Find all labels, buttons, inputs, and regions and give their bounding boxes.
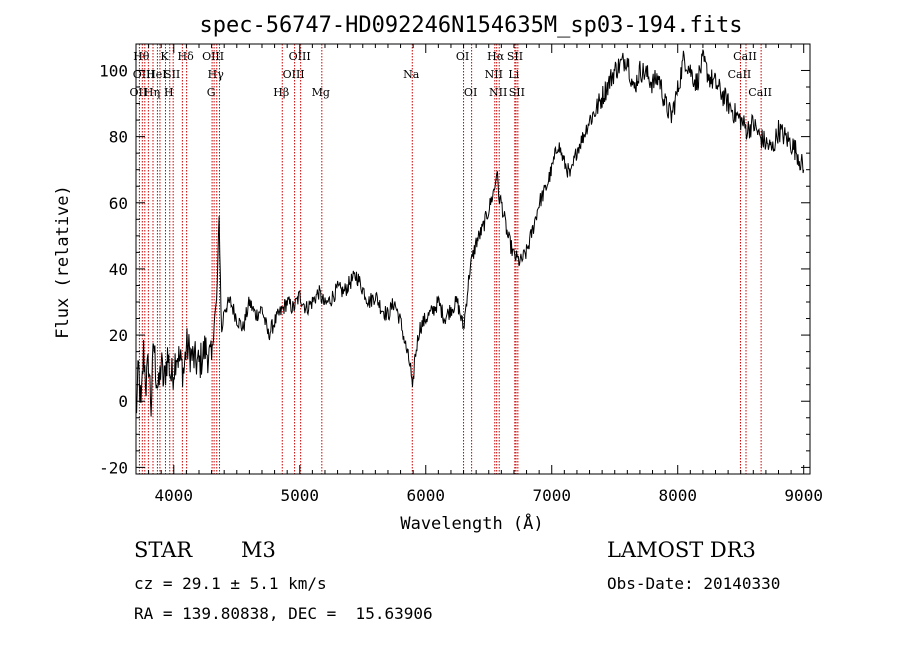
line-marker-label: OIII [202, 50, 224, 63]
redshift-velocity: cz = 29.1 ± 5.1 km/s [134, 574, 327, 593]
line-marker-label: Hθ [133, 50, 150, 63]
line-marker-label: CaII [748, 86, 772, 99]
line-marker-label: Na [403, 68, 420, 81]
line-marker-label: SII [509, 86, 525, 99]
line-marker-label: SII [507, 50, 523, 63]
y-tick-label: -20 [99, 458, 128, 477]
line-marker-label: OIII [133, 68, 155, 81]
line-marker-label: SII [164, 68, 180, 81]
y-tick-label: 20 [109, 326, 128, 345]
y-axis: -20 0 20 40 60 80 100 [99, 61, 810, 477]
survey-name: LAMOST DR3 [607, 538, 756, 562]
object-class: STAR [134, 538, 193, 562]
subclass: M3 [241, 538, 276, 562]
line-marker-label: K [160, 50, 169, 63]
x-tick-label: 8000 [658, 486, 697, 505]
line-marker-label: Hη [144, 86, 160, 99]
line-marker-label: G [207, 86, 216, 99]
line-marker-label: NII [489, 86, 507, 99]
y-tick-label: 80 [109, 128, 128, 147]
line-marker-label: H [164, 86, 174, 99]
line-marker-label: Hδ [178, 50, 195, 63]
spectral-line-labels: OII Hθ OIII Hη HeI K H SII Hδ G OIII Hγ Hβ OIII OIII Mg… [130, 50, 772, 99]
chart-title: spec-56747-HD092246N154635M_sp03-194.fit… [199, 13, 742, 38]
line-marker-label: Hβ [273, 86, 289, 99]
y-tick-label: 100 [99, 61, 128, 80]
x-tick-label: 4000 [155, 486, 194, 505]
line-marker-label: NII [485, 68, 503, 81]
line-marker-label: Li [508, 68, 519, 81]
y-tick-label: 0 [118, 392, 128, 411]
observation-date: Obs-Date: 20140330 [607, 574, 781, 593]
x-tick-label: 7000 [532, 486, 571, 505]
line-marker-label: Hα [487, 50, 505, 63]
line-marker-label: OII [130, 86, 148, 99]
y-tick-label: 40 [109, 260, 128, 279]
x-axis-label: Wavelength (Å) [400, 512, 543, 534]
line-marker-label: OI [464, 86, 477, 99]
spectral-line-markers [138, 44, 762, 474]
line-marker-label: CaII [733, 50, 757, 63]
plot-frame [135, 43, 811, 475]
coordinates: RA = 139.80838, DEC = 15.63906 [134, 604, 433, 623]
line-marker-label: Mg [312, 86, 330, 99]
line-marker-label: Hγ [208, 68, 225, 81]
x-axis: 4000 5000 6000 7000 8000 9000 [148, 44, 823, 505]
spectrum-chart: spec-56747-HD092246N154635M_sp03-194.fit… [53, 13, 823, 534]
x-tick-label: 9000 [784, 486, 823, 505]
line-marker-label: OIII [283, 68, 305, 81]
line-marker-label: CaII [728, 68, 752, 81]
x-tick-label: 6000 [406, 486, 445, 505]
x-tick-label: 5000 [281, 486, 320, 505]
line-marker-label: OI [456, 50, 469, 63]
y-tick-label: 60 [109, 194, 128, 213]
line-marker-label: OIII [289, 50, 311, 63]
y-axis-label: Flux (relative) [53, 185, 73, 339]
line-marker-label: HeI [146, 68, 166, 81]
spectrum-line [135, 49, 805, 417]
